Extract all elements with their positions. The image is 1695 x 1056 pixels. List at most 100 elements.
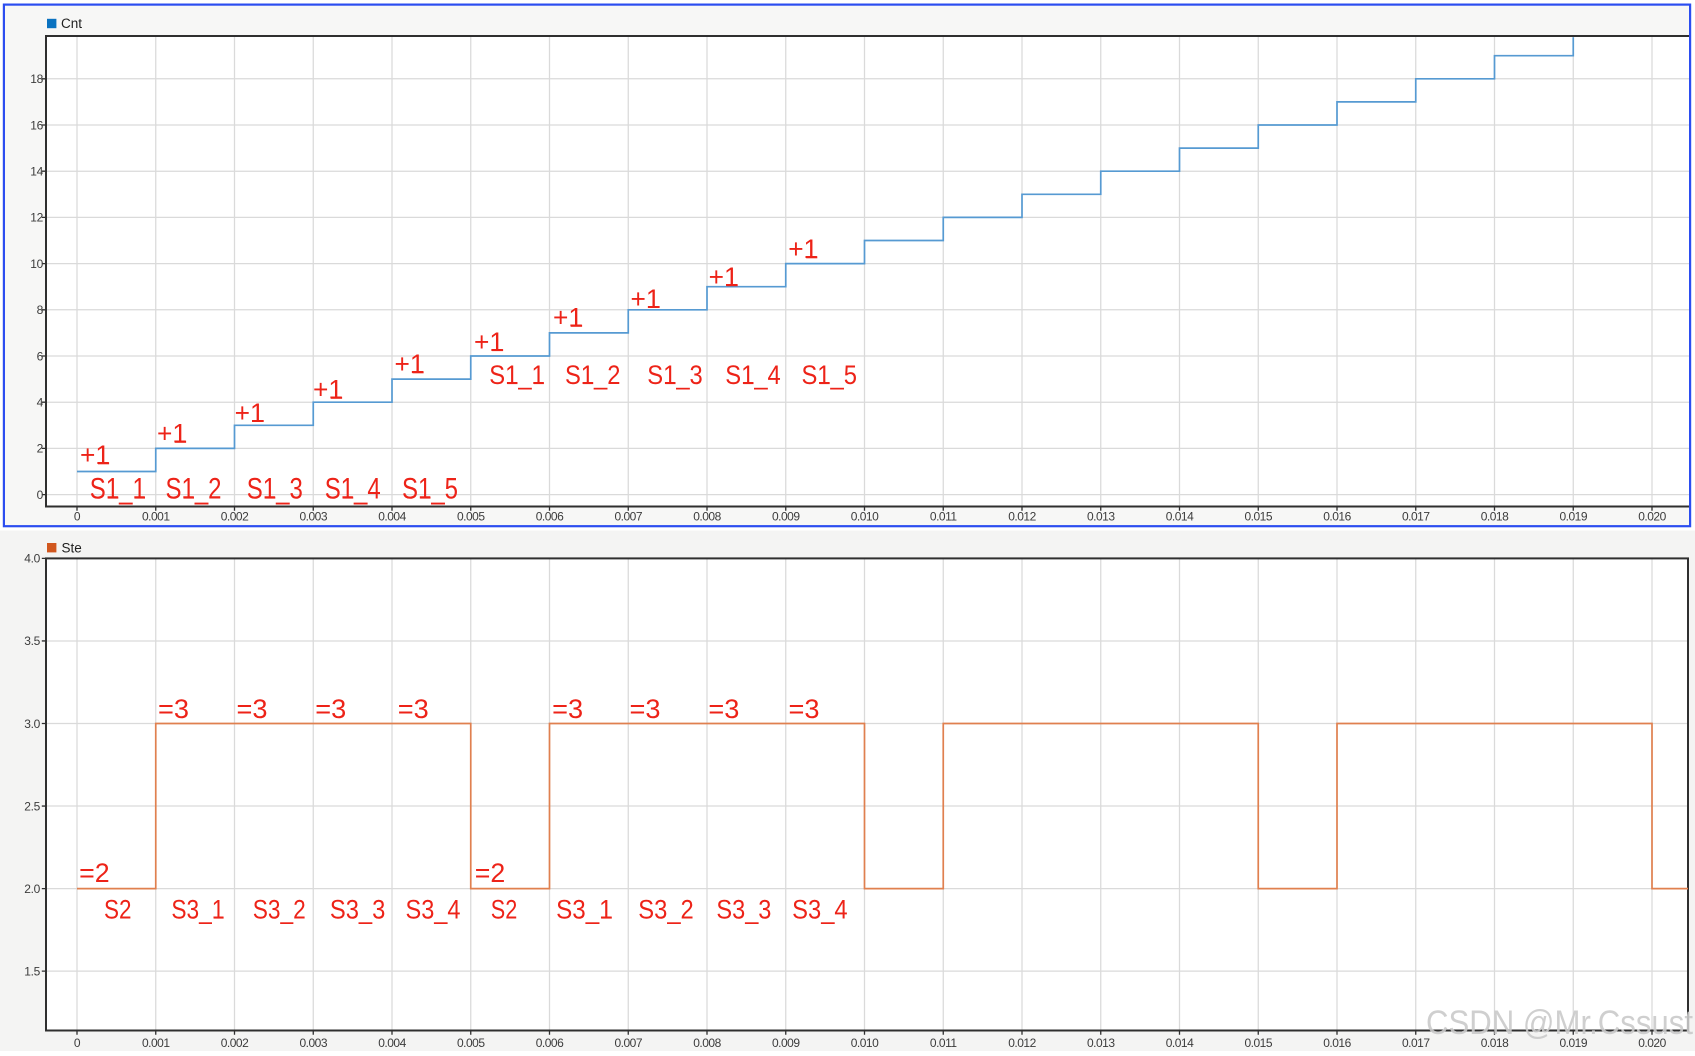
svg-text:18: 18	[30, 72, 43, 86]
svg-text:0.020: 0.020	[1638, 510, 1666, 524]
svg-text:+1: +1	[157, 419, 187, 449]
svg-text:+1: +1	[80, 440, 110, 470]
svg-text:2.5: 2.5	[24, 799, 40, 813]
svg-text:=3: =3	[237, 694, 268, 724]
svg-text:S1_3: S1_3	[647, 360, 703, 390]
svg-text:4.0: 4.0	[24, 552, 40, 566]
svg-text:0.008: 0.008	[693, 1036, 721, 1050]
svg-text:0.014: 0.014	[1166, 1036, 1194, 1050]
svg-text:0.012: 0.012	[1008, 1036, 1036, 1050]
svg-text:3.0: 3.0	[24, 717, 40, 731]
svg-text:6: 6	[37, 349, 44, 363]
svg-text:S1_5: S1_5	[402, 473, 458, 506]
svg-text:S3_3: S3_3	[330, 895, 386, 925]
svg-text:Ste: Ste	[62, 540, 82, 555]
svg-text:=3: =3	[398, 694, 429, 724]
svg-text:0.002: 0.002	[221, 510, 249, 524]
svg-text:0.005: 0.005	[457, 510, 485, 524]
svg-text:+1: +1	[235, 398, 265, 428]
svg-text:+1: +1	[313, 375, 343, 405]
svg-text:+1: +1	[709, 262, 739, 292]
svg-text:+1: +1	[395, 349, 425, 379]
svg-text:0.007: 0.007	[614, 1036, 642, 1050]
svg-text:0.003: 0.003	[299, 510, 327, 524]
svg-text:3.5: 3.5	[24, 634, 40, 648]
svg-text:=3: =3	[708, 694, 739, 724]
svg-text:S3_1: S3_1	[171, 895, 224, 925]
svg-text:0.001: 0.001	[142, 1036, 170, 1050]
svg-text:0: 0	[74, 1036, 81, 1050]
svg-text:S3_3: S3_3	[716, 895, 771, 925]
svg-text:0.006: 0.006	[536, 510, 564, 524]
svg-text:0.015: 0.015	[1244, 510, 1272, 524]
svg-text:0.004: 0.004	[378, 1036, 406, 1050]
svg-text:=3: =3	[158, 694, 189, 724]
svg-text:S3_2: S3_2	[253, 895, 306, 925]
svg-text:0.005: 0.005	[457, 1036, 485, 1050]
svg-text:0.011: 0.011	[930, 1036, 957, 1050]
svg-text:0: 0	[37, 488, 44, 502]
svg-text:0.001: 0.001	[142, 510, 170, 524]
svg-text:0.015: 0.015	[1244, 1036, 1272, 1050]
svg-text:0.017: 0.017	[1402, 510, 1430, 524]
svg-text:S3_4: S3_4	[792, 895, 848, 925]
svg-text:0.002: 0.002	[221, 1036, 249, 1050]
svg-text:Cnt: Cnt	[61, 16, 82, 31]
svg-text:0.012: 0.012	[1008, 510, 1036, 524]
svg-text:0.011: 0.011	[930, 510, 957, 524]
svg-text:0.017: 0.017	[1402, 1036, 1430, 1050]
svg-text:10: 10	[30, 257, 43, 271]
svg-text:S1_1: S1_1	[90, 473, 146, 506]
svg-text:0.019: 0.019	[1559, 510, 1587, 524]
svg-text:S3_1: S3_1	[556, 895, 613, 925]
svg-text:S1_4: S1_4	[325, 473, 381, 506]
svg-text:S1_2: S1_2	[565, 360, 621, 390]
svg-text:0.003: 0.003	[299, 1036, 327, 1050]
svg-text:S2: S2	[491, 895, 518, 925]
svg-text:=3: =3	[315, 694, 346, 724]
svg-text:4: 4	[37, 396, 44, 410]
svg-text:0.013: 0.013	[1087, 510, 1115, 524]
svg-text:S3_4: S3_4	[406, 895, 461, 925]
svg-text:1.5: 1.5	[24, 964, 40, 978]
svg-text:0.019: 0.019	[1559, 1036, 1587, 1050]
svg-text:0.010: 0.010	[851, 510, 879, 524]
svg-text:=3: =3	[552, 694, 583, 724]
svg-text:=3: =3	[630, 694, 661, 724]
svg-text:S2: S2	[104, 895, 132, 925]
svg-text:0.009: 0.009	[772, 1036, 800, 1050]
svg-text:0.006: 0.006	[536, 1036, 564, 1050]
svg-text:+1: +1	[631, 284, 661, 314]
svg-text:0.007: 0.007	[614, 510, 642, 524]
svg-text:0.004: 0.004	[378, 510, 406, 524]
svg-text:2: 2	[37, 442, 44, 456]
svg-text:0.018: 0.018	[1481, 1036, 1509, 1050]
svg-text:8: 8	[37, 303, 44, 317]
svg-text:=2: =2	[475, 858, 506, 888]
svg-text:0: 0	[74, 510, 81, 524]
svg-text:S3_2: S3_2	[638, 895, 694, 925]
svg-text:S1_4: S1_4	[725, 360, 781, 390]
svg-text:S1_2: S1_2	[166, 473, 222, 506]
svg-text:0.016: 0.016	[1323, 510, 1351, 524]
svg-text:=3: =3	[789, 694, 820, 724]
svg-text:0.018: 0.018	[1481, 510, 1509, 524]
svg-text:S1_5: S1_5	[801, 360, 857, 390]
svg-text:S1_3: S1_3	[247, 473, 303, 506]
svg-text:CSDN @Mr.Cssust: CSDN @Mr.Cssust	[1426, 1004, 1693, 1042]
svg-text:14: 14	[30, 165, 43, 179]
svg-text:0.010: 0.010	[851, 1036, 879, 1050]
svg-text:+1: +1	[553, 303, 583, 333]
svg-text:2.0: 2.0	[24, 882, 40, 896]
svg-text:0.014: 0.014	[1166, 510, 1194, 524]
svg-text:+1: +1	[474, 327, 504, 357]
svg-text:+1: +1	[788, 234, 818, 264]
svg-text:S1_1: S1_1	[489, 360, 545, 390]
svg-text:12: 12	[30, 211, 43, 225]
svg-text:0.016: 0.016	[1323, 1036, 1351, 1050]
svg-text:0.008: 0.008	[693, 510, 721, 524]
svg-text:0.009: 0.009	[772, 510, 800, 524]
svg-text:0.020: 0.020	[1638, 1036, 1666, 1050]
svg-text:=2: =2	[79, 858, 110, 888]
svg-text:16: 16	[30, 118, 43, 132]
